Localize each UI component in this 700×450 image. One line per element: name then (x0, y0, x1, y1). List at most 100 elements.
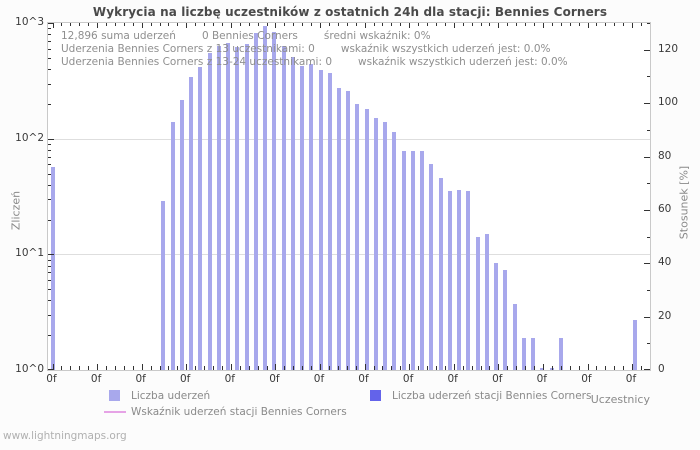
axis-tick (195, 366, 197, 370)
axis-tick (632, 23, 634, 28)
left-tick-label: 10^2 (15, 131, 44, 144)
strike-count-bar (401, 150, 406, 370)
axis-tick (623, 366, 625, 370)
strike-count-bar (281, 45, 286, 370)
strike-count-bar (179, 100, 184, 370)
x-tick-label: 0f (402, 373, 414, 385)
annotation-segment: wskaźnik wszystkich uderzeń jest: 0.0% (358, 56, 568, 68)
axis-tick (88, 366, 90, 370)
axis-tick (453, 23, 455, 28)
plot-annotations: 12,896 suma uderzeń 0 Bennies Corners śred… (61, 30, 568, 69)
axis-tick (644, 316, 650, 318)
axis-tick (266, 23, 268, 26)
strike-count-bar (327, 73, 332, 370)
legend-label-strike-count: Liczba uderzeń (131, 390, 211, 402)
left-tick-label: 10^0 (15, 363, 44, 375)
axis-tick (141, 23, 143, 28)
axis-tick (132, 366, 134, 370)
axis-tick (578, 366, 580, 370)
axis-tick (106, 23, 107, 26)
axis-tick (48, 289, 51, 291)
strike-count-bar (272, 31, 277, 370)
axis-tick (48, 48, 51, 50)
left-tick-label: 10^1 (15, 247, 44, 260)
axis-tick (48, 28, 51, 30)
x-tick-label: 0f (625, 373, 637, 385)
axis-tick (48, 184, 51, 186)
axis-tick (480, 366, 482, 370)
axis-tick (337, 366, 339, 370)
strike-count-bar (263, 25, 267, 370)
axis-tick (346, 366, 348, 370)
axis-tick (159, 23, 161, 26)
right-tick-label: 0 (658, 363, 665, 375)
strike-count-bar (290, 57, 295, 370)
strike-count-bar (161, 200, 166, 370)
right-tick-label: 80 (658, 149, 672, 162)
axis-tick (427, 366, 428, 370)
axis-tick (498, 364, 500, 370)
strike-count-bar (438, 177, 443, 370)
axis-tick (275, 23, 277, 28)
axis-tick (320, 364, 321, 370)
strike-count-bar (457, 190, 462, 370)
axis-tick (391, 366, 393, 370)
axis-tick (605, 366, 607, 370)
axis-tick (647, 289, 650, 291)
axis-tick (525, 23, 527, 26)
axis-tick (159, 366, 161, 370)
left-tick-label: 10^3 (15, 16, 44, 28)
axis-tick (114, 366, 116, 370)
x-tick-label: 0f (492, 373, 503, 385)
axis-tick (106, 366, 107, 370)
axis-tick (284, 23, 286, 26)
axis-tick (400, 366, 402, 370)
strike-count-bar (318, 70, 323, 370)
x-tick-label: 0f (135, 373, 146, 385)
axis-tick (239, 366, 241, 370)
axis-tick (462, 366, 464, 370)
axis-tick (48, 23, 54, 24)
axis-tick (364, 23, 366, 28)
axis-tick (48, 265, 51, 267)
axis-tick (373, 366, 375, 370)
axis-tick (248, 366, 250, 370)
axis-tick (427, 23, 428, 26)
strike-count-bar (429, 164, 434, 370)
x-tick-label: 0f (46, 373, 57, 385)
axis-tick (489, 23, 491, 26)
annotation-line: Uderzenia Bennies Corners z 13 uczestnik… (61, 43, 568, 56)
axis-tick (230, 364, 232, 370)
strike-count-bar (336, 87, 341, 370)
axis-tick (48, 149, 51, 151)
legend-label-station-strike-count: Liczba uderzeń stacji Bennies Corners (392, 390, 592, 402)
axis-tick (48, 164, 51, 166)
x-tick-label: 0f (536, 373, 547, 385)
axis-tick (88, 23, 90, 26)
x-tick-label: 0f (269, 373, 280, 385)
axis-tick (373, 23, 375, 26)
axis-tick (168, 23, 170, 26)
axis-tick (444, 23, 446, 26)
axis-tick (48, 40, 51, 42)
axis-tick (346, 23, 348, 26)
axis-tick (48, 272, 51, 274)
strike-count-bar (207, 53, 212, 370)
axis-tick (48, 259, 51, 261)
strike-count-bar (355, 103, 360, 370)
x-tick-label: 0f (313, 373, 325, 385)
left-axis-title: Zliczeń (9, 190, 23, 231)
strike-count-bar (189, 77, 194, 370)
axis-tick (48, 34, 51, 36)
axis-tick (61, 366, 63, 370)
axis-tick (647, 343, 650, 345)
strike-count-bar (484, 234, 489, 370)
axis-tick (239, 23, 241, 26)
x-axis-title: Uczestnicy (590, 393, 650, 406)
strike-count-bar (253, 32, 258, 370)
axis-tick (79, 23, 81, 26)
watermark-link: www.lightningmaps.org (3, 430, 127, 442)
strike-count-bar (558, 337, 563, 370)
annotation-line: 12,896 suma uderzeń 0 Bennies Corners śred… (61, 30, 568, 43)
